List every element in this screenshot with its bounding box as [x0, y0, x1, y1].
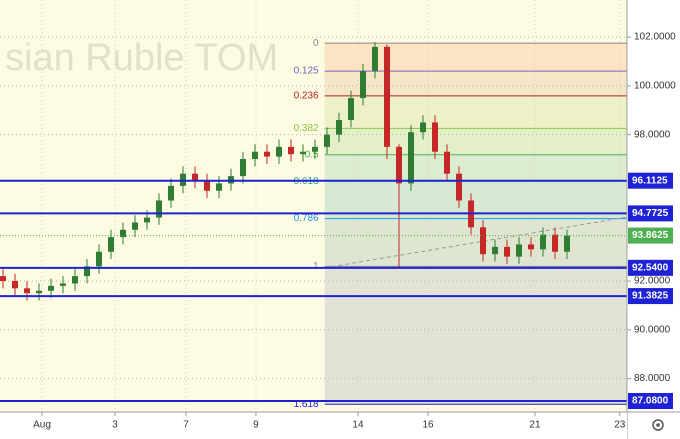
candle-body [204, 180, 210, 191]
candle-body [444, 151, 450, 174]
gear-center[interactable] [656, 423, 660, 427]
y-tick-label: 92.0000 [634, 276, 671, 287]
fib-label: 0.236 [294, 90, 319, 101]
grid [0, 0, 627, 412]
gear-icon[interactable] [652, 419, 664, 431]
fib-label: 1 [313, 261, 319, 272]
candle-body [336, 120, 342, 135]
x-tick-label: 9 [253, 420, 259, 431]
fib-zone [324, 71, 627, 96]
candle-body [12, 281, 18, 289]
y-tick-label: 98.0000 [634, 129, 671, 140]
x-tick-label: 7 [183, 420, 189, 431]
candles [0, 41, 570, 301]
candle-body [96, 251, 102, 267]
level-tag [628, 288, 673, 305]
candle-body [324, 134, 330, 147]
fib-label: 0.382 [294, 123, 319, 134]
settings-button[interactable] [652, 419, 664, 431]
candle-body [48, 285, 54, 291]
level-label: 94.7725 [632, 208, 669, 219]
candle-body [288, 146, 294, 155]
fib-label: 0.786 [294, 213, 319, 224]
watermark: sian Ruble TOM [5, 37, 278, 79]
level-tag [628, 205, 673, 222]
candle-body [300, 151, 306, 155]
y-tick-label: 100.0000 [634, 81, 676, 92]
fib-label: 0 [313, 38, 319, 49]
fib-zone [324, 181, 627, 219]
candle-body [312, 146, 318, 152]
x-tick-label: 14 [352, 420, 364, 431]
candle-body [84, 266, 90, 277]
candle-body [144, 217, 150, 223]
fib-zones [324, 43, 627, 405]
candle-body [156, 200, 162, 218]
candle-body [252, 151, 258, 160]
candle-body [264, 151, 270, 157]
candle-body [132, 222, 138, 230]
y-tick-label: 88.0000 [634, 373, 671, 384]
candle-body [276, 146, 282, 157]
candle-body [528, 244, 534, 250]
candle-body [0, 276, 6, 282]
x-tick-label: 23 [614, 420, 626, 431]
candle-body [516, 244, 522, 257]
last-price-label: 93.8625 [632, 230, 669, 241]
candle-body [360, 71, 366, 99]
fib-zone [324, 154, 627, 182]
candle-body [456, 173, 462, 201]
axes: 102.0000 100.0000 98.0000 92.0000 90.0000 88.… [33, 32, 676, 431]
level-label: 91.3825 [632, 291, 669, 302]
y-tick-label: 90.0000 [634, 324, 671, 335]
candle-body [384, 46, 390, 147]
candle-body [408, 132, 414, 184]
candle-body [108, 237, 114, 252]
candle-body [504, 246, 510, 257]
candle-body [420, 122, 426, 133]
candle-body [192, 173, 198, 181]
candle-body [120, 229, 126, 238]
candle-body [168, 185, 174, 201]
level-label: 96.1125 [632, 175, 668, 186]
candle-body [60, 283, 66, 286]
candle-body [564, 235, 570, 252]
trend-line [324, 216, 628, 269]
candle-body [216, 183, 222, 191]
candle-body [372, 46, 378, 72]
candle-body [432, 122, 438, 152]
fib-label: 1.618 [294, 399, 319, 410]
fib-label: 0.125 [294, 66, 319, 77]
fib-zone [324, 266, 627, 405]
x-tick-label: 21 [529, 420, 541, 431]
level-label: 92.5400 [632, 262, 669, 273]
level-tag [628, 259, 673, 276]
level-label: 87.0800 [632, 396, 669, 407]
candle-body [36, 290, 42, 294]
candle-body [396, 146, 402, 184]
candle-body [480, 227, 486, 255]
candle-body [72, 276, 78, 284]
candle-body [348, 98, 354, 121]
candle-body [492, 246, 498, 255]
y-tick-label: 102.0000 [634, 32, 676, 43]
fib-label: 0.5 [305, 149, 319, 160]
levels [0, 179, 627, 403]
fib-zone [324, 95, 627, 129]
time-axis [0, 412, 627, 439]
x-tick-label: 3 [112, 420, 118, 431]
fib-zone [324, 128, 627, 155]
fib-zone [324, 218, 627, 267]
x-tick-label: 16 [422, 420, 434, 431]
x-tick-label: Aug [33, 420, 51, 431]
fib-zone [324, 43, 627, 72]
last-price-tag [628, 227, 673, 244]
level-tag [628, 393, 673, 410]
candle-body [240, 159, 246, 177]
candle-body [540, 234, 546, 250]
level-tag [628, 172, 673, 189]
candle-body [552, 234, 558, 252]
candle-body [24, 288, 30, 294]
